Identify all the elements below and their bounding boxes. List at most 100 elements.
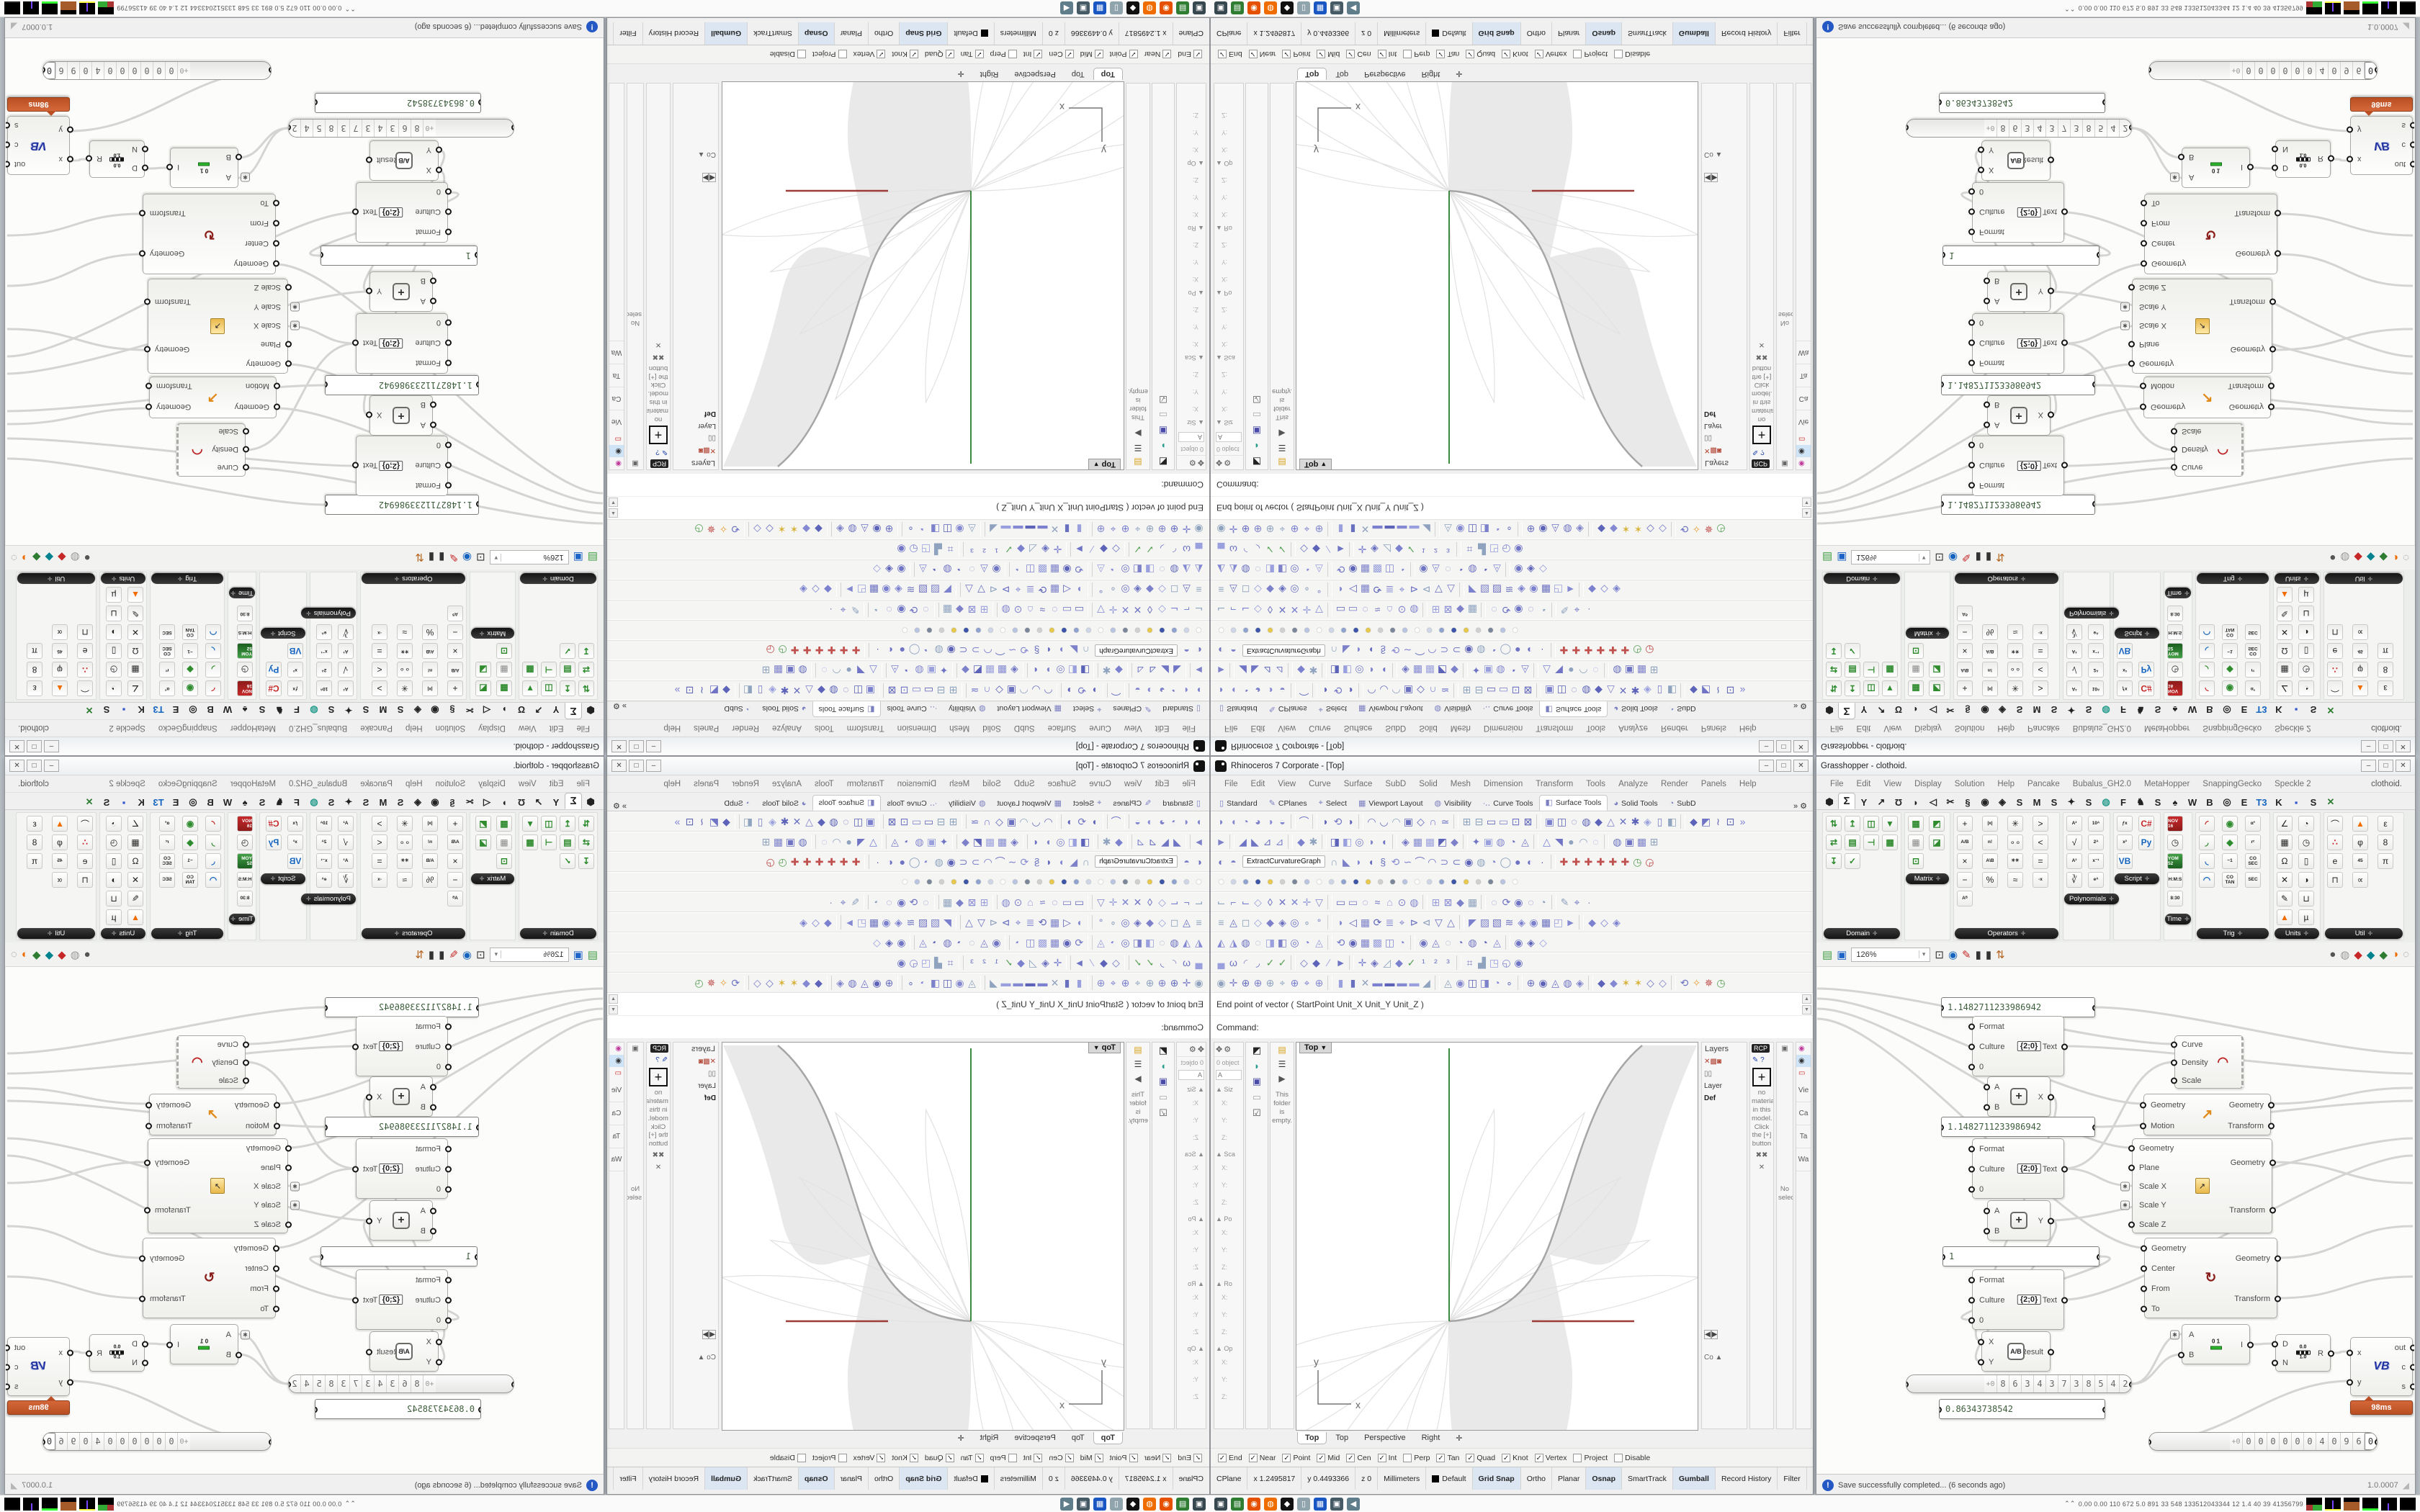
toolbar-icon[interactable]: ◉	[1529, 916, 1538, 928]
petal-curve[interactable]	[1391, 81, 1450, 192]
dock-icon-3[interactable]: ▭	[1252, 1092, 1262, 1102]
toolbar-icon[interactable]: ◆	[824, 584, 832, 596]
preview-wire-icon[interactable]: ◍	[2340, 551, 2350, 564]
toolbar-icon[interactable]: △	[805, 685, 813, 697]
toolbar-icon[interactable]: ⟳	[1373, 916, 1382, 928]
toolbar-icon[interactable]: ◔	[1482, 936, 1488, 948]
toolbar-icon[interactable]: ◎	[1290, 916, 1299, 928]
menu-curve[interactable]: Curve	[1089, 724, 1111, 733]
gh-component-icon[interactable]: <	[372, 662, 387, 678]
gh-port-output[interactable]	[2275, 1295, 2281, 1302]
gh-component-icon[interactable]: VB	[2117, 853, 2133, 869]
help-icons[interactable]: ✎ ?	[655, 1056, 668, 1064]
toolbar-icon[interactable]: ≡	[1196, 584, 1202, 596]
toolbar-icon[interactable]: ▭	[1486, 685, 1497, 697]
taskbar-volume[interactable]: ◀	[1060, 1, 1073, 15]
tabs-overflow-icon[interactable]: » ⚙	[1793, 802, 1807, 811]
toolbar-icon[interactable]: △	[1543, 835, 1551, 847]
toolbar-icon[interactable]: ◣	[1161, 665, 1169, 677]
osnap-knot[interactable]: ✓ Knot	[1502, 50, 1528, 59]
toolbar-icon[interactable]: ◇	[1659, 976, 1667, 989]
toolbar-icon[interactable]: ◠	[1428, 855, 1437, 868]
rhino-titlebar[interactable]: Rhinoceros 7 Corporate - [Top] – □ ✕	[1211, 737, 1813, 755]
gh-port-input[interactable]	[285, 1145, 292, 1152]
taskbar-blender[interactable]: ◍	[1264, 1, 1277, 15]
toolbar-icon[interactable]: ▦	[1467, 896, 1478, 908]
section-siz[interactable]: ▲ Siz	[1187, 419, 1204, 426]
toolbar-icon[interactable]: ◷	[1716, 976, 1726, 989]
camera-icon[interactable]: ◉	[609, 1055, 624, 1067]
toolbar-icon[interactable]: ◆	[1610, 976, 1618, 989]
toolbar-icon[interactable]: ◇	[1646, 976, 1654, 989]
toolbar-icon[interactable]: ◕	[1159, 815, 1165, 827]
toolbar-icon[interactable]: ◐	[887, 855, 893, 868]
gh-category-tab-10[interactable]: ◈	[1999, 705, 2006, 716]
gh-port-output[interactable]	[2269, 1207, 2276, 1214]
gh-component-icon[interactable]: ×	[447, 853, 463, 869]
gh-component-icon[interactable]: ƒx	[287, 816, 303, 832]
toolbar-icon[interactable]: ▭	[1348, 896, 1358, 908]
toolbar-icon[interactable]: ●	[926, 876, 933, 888]
slider-digit[interactable]: 8	[2082, 120, 2094, 137]
toolbar-icon[interactable]: ◌	[821, 835, 828, 847]
osnap-perp[interactable]: Perp	[1403, 50, 1430, 59]
default-layer-label[interactable]: Def	[704, 410, 716, 418]
toolbar-icon[interactable]: ▦	[985, 835, 995, 847]
toolbar-icon[interactable]: ⊡	[685, 685, 694, 697]
status-gumball[interactable]: Gumball	[704, 1467, 748, 1490]
toolbar-icon[interactable]: ◫	[1467, 523, 1478, 536]
close-button[interactable]: ✕	[611, 740, 627, 752]
gh-component-icon[interactable]: ◔	[106, 680, 122, 696]
osnap-knot[interactable]: ✓ Knot	[892, 1453, 918, 1462]
slider-digit[interactable]: 0	[166, 1433, 178, 1450]
toolbar-icon[interactable]: ≃	[970, 815, 980, 827]
toolbar-icon[interactable]: ◍	[915, 665, 924, 677]
gh-component-icon[interactable]: −	[1957, 872, 1973, 888]
expression-star-icon[interactable]: ✱	[2170, 172, 2179, 182]
gh-component-icon[interactable]: 8	[2378, 834, 2393, 850]
gh-port-output[interactable]	[2102, 1406, 2105, 1413]
preview-shaded-icon[interactable]: ◆	[58, 948, 66, 961]
gh-component-icon[interactable]: ▲	[127, 909, 143, 925]
gh-port-input[interactable]	[1984, 1084, 1990, 1091]
gh-port-input[interactable]	[2128, 341, 2135, 348]
toolbar-icon[interactable]: ◬	[1444, 523, 1452, 536]
layers-icons[interactable]: ✕▩◙	[1704, 1058, 1721, 1066]
gh-port-input[interactable]	[1968, 1317, 1975, 1324]
menu-analyze[interactable]: Analyze	[772, 779, 802, 788]
gh-component-icon[interactable]: π	[2378, 853, 2393, 869]
menu-surface[interactable]: Surface	[1047, 779, 1077, 788]
viewport-tab-2[interactable]: Perspective	[1014, 70, 1056, 78]
taskbar-blender[interactable]: ◍	[1143, 1497, 1156, 1511]
gh-category-tab-9[interactable]: ◉	[431, 705, 439, 716]
gh-port-input[interactable]	[243, 1077, 249, 1084]
toolbar-icon[interactable]: ●	[1036, 876, 1044, 888]
slider-digit[interactable]: 0	[80, 62, 92, 79]
toolbar-icon[interactable]: ◨	[1330, 835, 1340, 847]
slider-digit[interactable]: +0	[1984, 120, 1996, 137]
toolbar-icon[interactable]: ◬	[919, 936, 927, 948]
gh-component-icon[interactable]: 2ᴬ	[2088, 662, 2104, 678]
toolbar-icon[interactable]: ◁	[1349, 584, 1357, 596]
toolbar-icon[interactable]: ◆	[1595, 685, 1603, 697]
toolbar-icon[interactable]: ►	[844, 584, 855, 596]
zoom-level-combo[interactable]: 126% ▾	[1851, 550, 1931, 565]
gh-menu-view[interactable]: View	[1883, 779, 1902, 788]
toolbar-icon[interactable]: ◍	[1476, 644, 1486, 657]
gh-category-tab-29[interactable]: ✕	[85, 796, 94, 807]
slider-digit[interactable]: 0	[2303, 1433, 2316, 1450]
toolbar-icon[interactable]: ◓	[1230, 644, 1237, 657]
toolbar-icon[interactable]: ◤	[944, 584, 951, 596]
gh-component-icon[interactable]: ε	[2378, 816, 2393, 832]
expression-star-icon[interactable]: ✱	[241, 1330, 250, 1340]
gh-component-icon[interactable]: ✓	[560, 853, 575, 869]
gh-port-output[interactable]	[366, 1094, 372, 1101]
toolbar-icon[interactable]: ◧	[1277, 936, 1288, 948]
toolbar-icon[interactable]: ⟲	[1077, 815, 1087, 827]
gh-node-slider2[interactable]: +0 0 0 0 0 0 0 4 0 9 6 0	[42, 61, 272, 80]
toolbar-icon[interactable]: ◍	[1563, 523, 1572, 536]
taskbar-inkscape[interactable]: ◆	[1281, 1497, 1294, 1511]
gh-port-input[interactable]	[436, 1338, 442, 1346]
toolbar-icon[interactable]: ◊	[1268, 896, 1273, 908]
gh-node-add1[interactable]: A B X +	[366, 1076, 436, 1117]
